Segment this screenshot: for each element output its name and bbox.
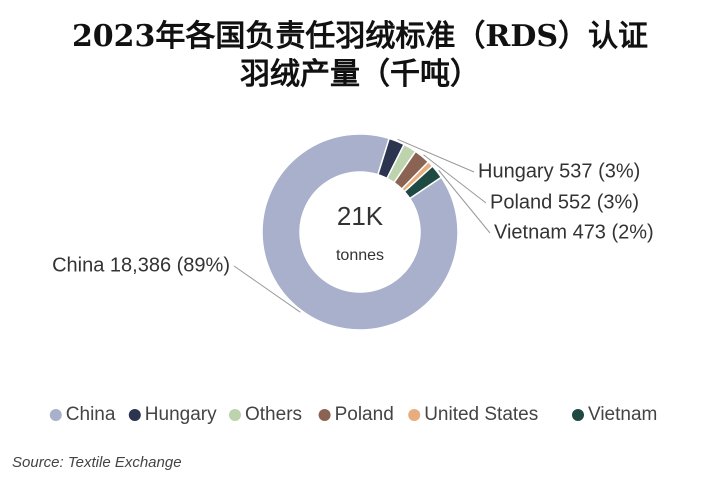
legend-label: Poland bbox=[335, 404, 394, 425]
legend-label: Vietnam bbox=[588, 404, 657, 425]
source: Source: Textile Exchange bbox=[12, 454, 182, 471]
donut-slice bbox=[403, 165, 443, 200]
leader-line bbox=[423, 154, 487, 204]
data-label: Hungary 537 (3%) bbox=[478, 160, 640, 182]
chart-title: 羽绒产量（千吨） bbox=[240, 57, 480, 92]
legend-marker bbox=[318, 409, 331, 421]
center-value: 21K bbox=[337, 201, 384, 231]
chart-title: 2023年各国负责任羽绒标准（RDS）认证 bbox=[72, 19, 648, 54]
legend-label: United States bbox=[424, 404, 538, 425]
donut-slice bbox=[261, 133, 459, 331]
legend-marker bbox=[128, 409, 141, 421]
legend-marker bbox=[229, 409, 241, 421]
legend-marker bbox=[408, 409, 421, 421]
center-unit: tonnes bbox=[336, 247, 384, 264]
leader-line bbox=[233, 265, 301, 313]
data-label: Vietnam 473 (2%) bbox=[494, 221, 654, 243]
legend-marker bbox=[49, 409, 62, 421]
data-label: China 18,386 (89%) bbox=[52, 254, 230, 276]
data-label: Poland 552 (3%) bbox=[490, 191, 639, 213]
legend-label: Others bbox=[245, 404, 302, 425]
legend-marker bbox=[572, 409, 584, 421]
leader-line bbox=[438, 169, 491, 234]
legend-label: Hungary bbox=[145, 404, 217, 425]
leader-line bbox=[397, 138, 475, 173]
legend-label: China bbox=[66, 404, 116, 425]
